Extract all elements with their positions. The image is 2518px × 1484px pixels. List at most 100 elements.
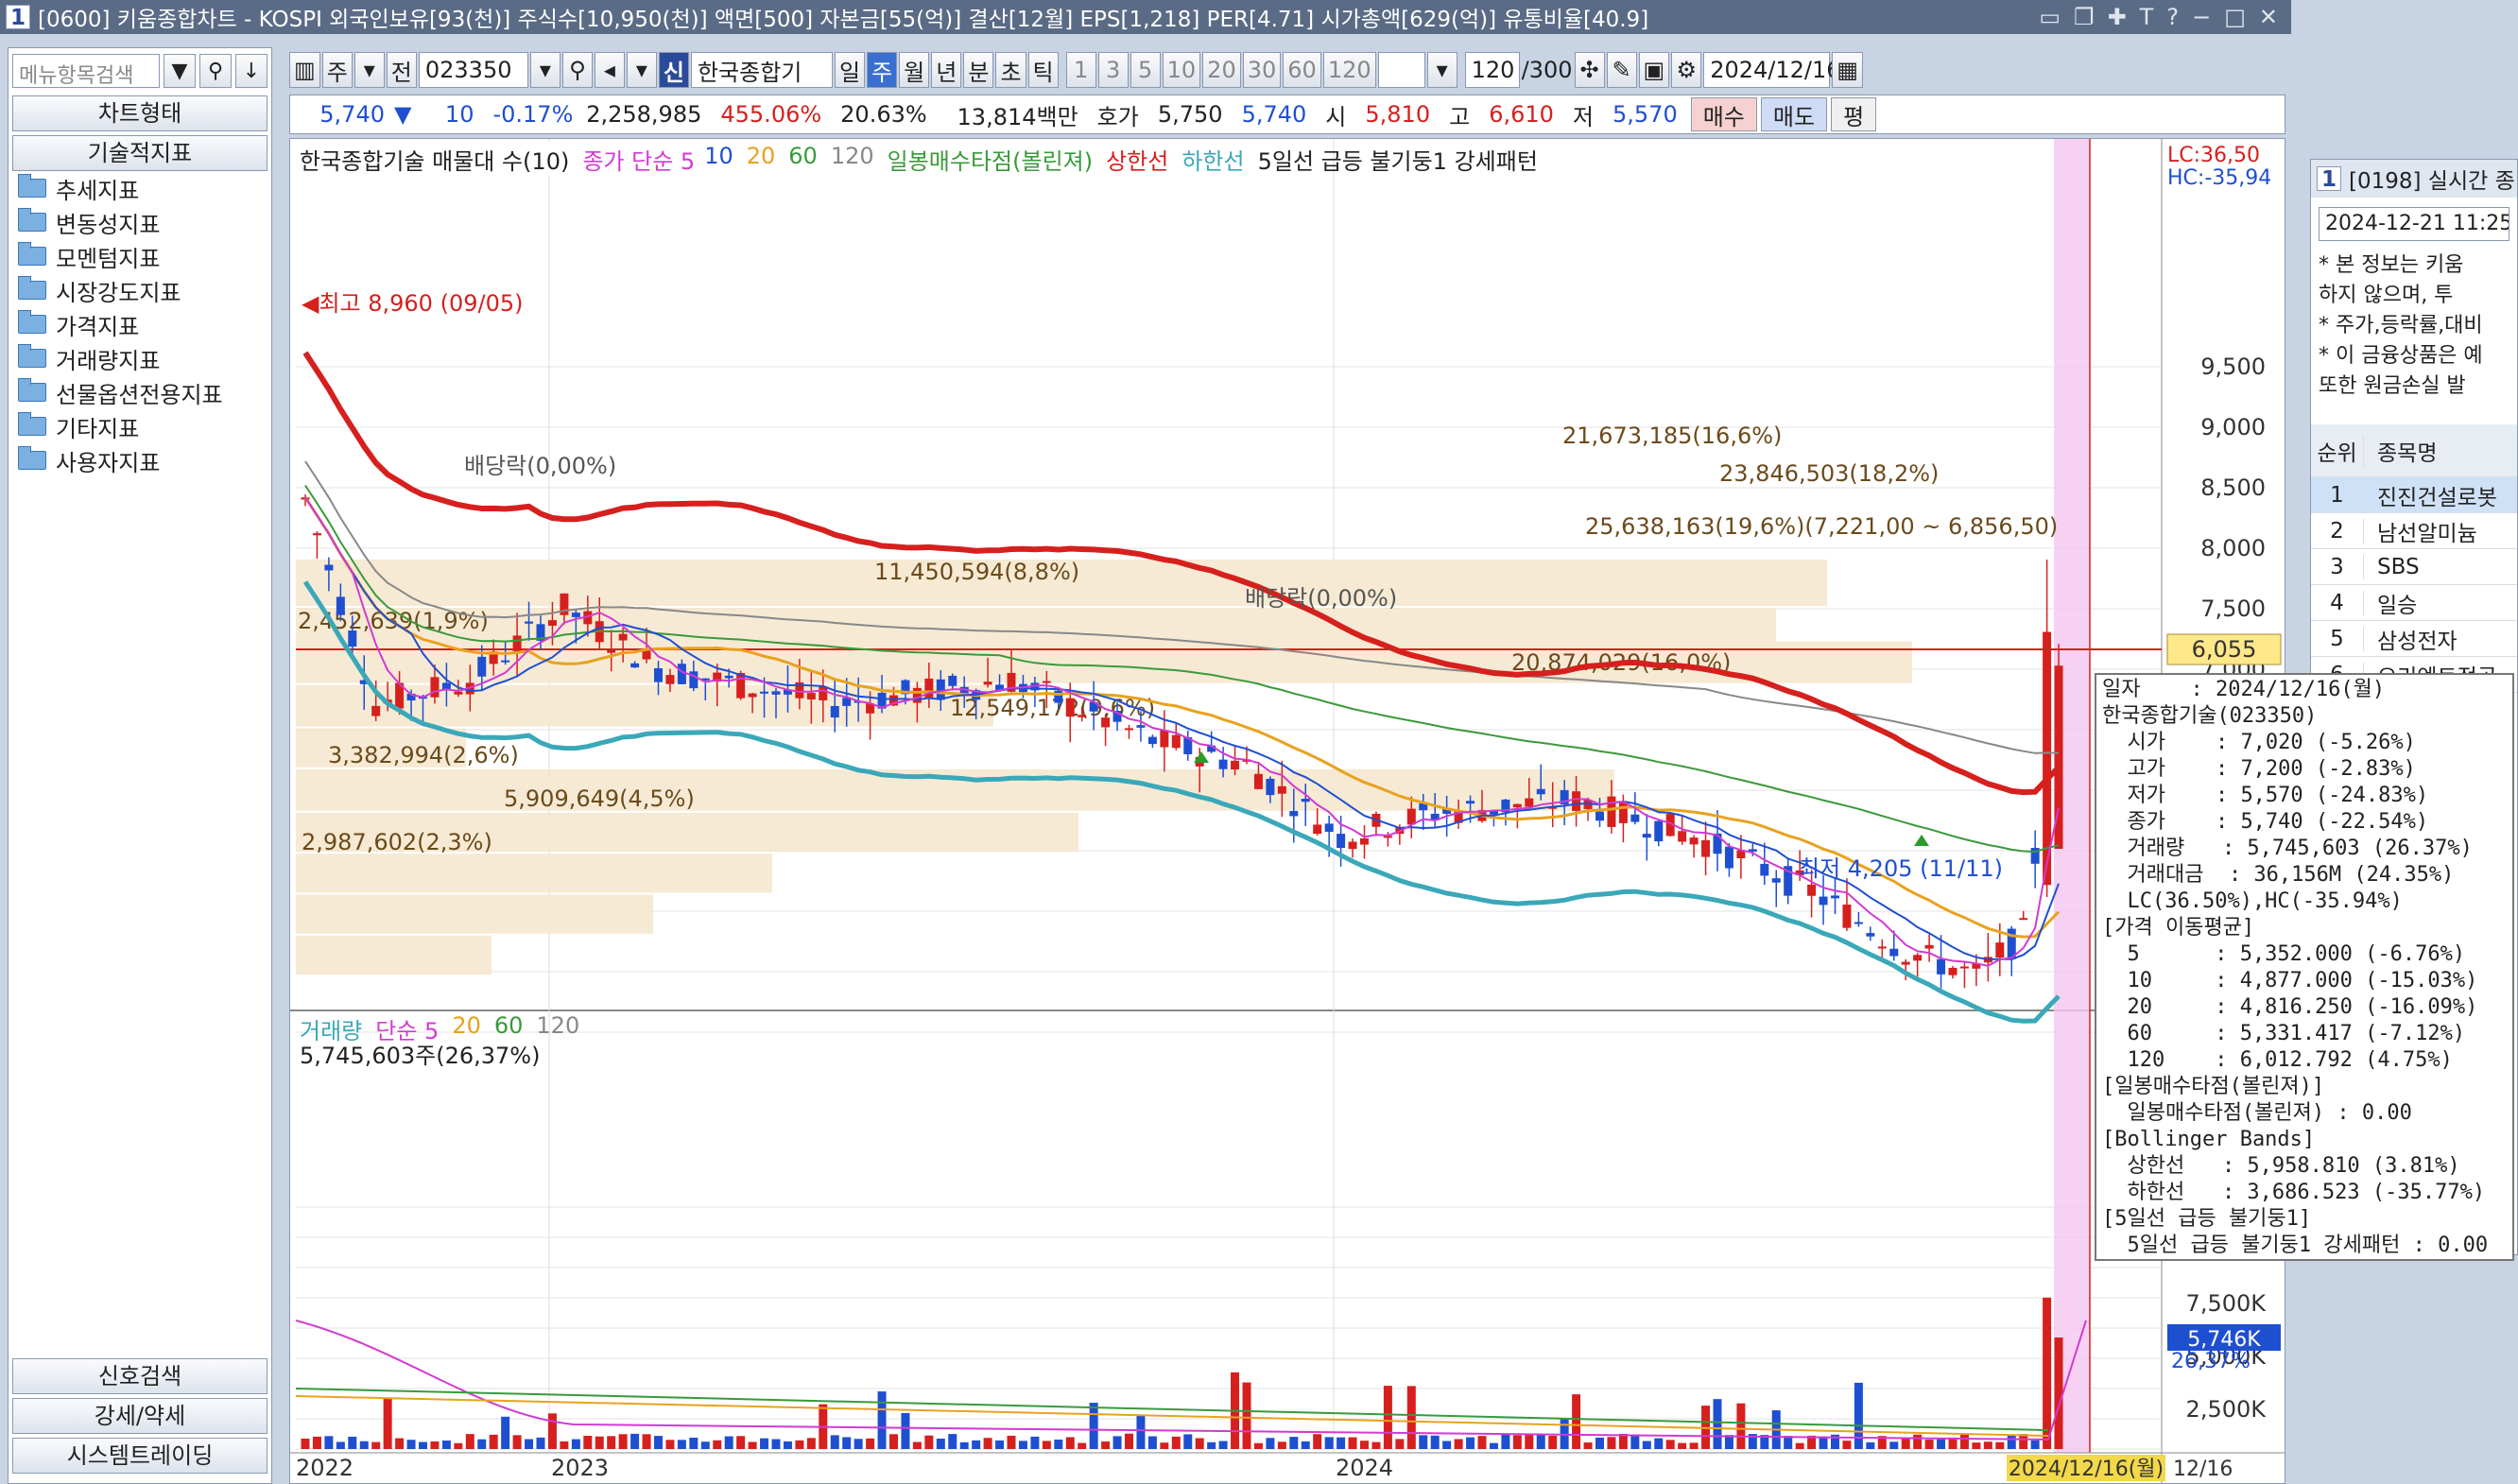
volume-bar bbox=[1160, 1442, 1169, 1449]
high-label: 고 bbox=[1449, 103, 1471, 130]
buy-button[interactable]: 매수 bbox=[1690, 97, 1757, 131]
tooltip-line: [5일선 급등 불기둥1] bbox=[2102, 1207, 2312, 1231]
period-tab[interactable]: 일 bbox=[834, 52, 866, 88]
minimize-icon[interactable]: − bbox=[2192, 4, 2212, 30]
tooltip-line: [가격 이동평균] bbox=[2102, 916, 2255, 940]
interval-button[interactable]: 30 bbox=[1242, 52, 1282, 88]
sell-button[interactable]: 매도 bbox=[1760, 97, 1828, 131]
tech-indicator-button[interactable]: 기술적지표 bbox=[12, 135, 267, 171]
period-tab[interactable]: 분 bbox=[963, 52, 994, 88]
interval-button[interactable]: 10 bbox=[1162, 52, 1201, 88]
volume-legend-name: 거래량 bbox=[300, 1018, 363, 1044]
volume-profile-bar bbox=[296, 812, 1078, 853]
candle bbox=[2019, 918, 2028, 921]
price-chart[interactable]: 21,673,185(16,6%) 23,846,503(18,2%) 25,638… bbox=[290, 139, 2285, 1483]
strength-button[interactable]: 강세/약세 bbox=[12, 1398, 267, 1434]
rank-row[interactable]: 2 남선알미늄 bbox=[2311, 513, 2517, 549]
tooltip-line: 일자 : 2024/12/16(월) bbox=[2102, 678, 2386, 701]
crosshair-icon[interactable]: ✣ bbox=[1574, 52, 1605, 88]
tree-item[interactable]: 가격지표 bbox=[18, 307, 266, 341]
close-icon[interactable]: ✕ bbox=[2258, 4, 2278, 30]
rank-row[interactable]: 1 진진건설로봇 bbox=[2311, 477, 2517, 513]
font-icon[interactable]: T bbox=[2139, 4, 2154, 30]
search-icon[interactable]: ⚲ bbox=[199, 54, 232, 88]
interval-button[interactable]: 20 bbox=[1202, 52, 1241, 88]
restore-icon[interactable]: ❐ bbox=[2074, 4, 2095, 30]
dropdown-icon[interactable]: ▼ bbox=[164, 54, 196, 88]
pin-icon[interactable]: ✚ bbox=[2107, 4, 2127, 30]
tree-item[interactable]: 변동성지표 bbox=[18, 205, 266, 239]
avg-button[interactable]: 평 bbox=[1831, 97, 1877, 131]
candle bbox=[1466, 801, 1475, 804]
chart-area[interactable]: 21,673,185(16,6%) 23,846,503(18,2%) 25,638… bbox=[289, 138, 2285, 1484]
candle bbox=[889, 695, 898, 706]
low-price: 5,570 bbox=[1613, 101, 1678, 128]
candle bbox=[1112, 711, 1122, 722]
code-input[interactable]: 023350 bbox=[418, 52, 528, 88]
volume-bar bbox=[1136, 1415, 1146, 1449]
dropdown-icon[interactable]: ▾ bbox=[354, 52, 385, 88]
interval-input[interactable] bbox=[1377, 52, 1425, 88]
interval-button[interactable]: 1 bbox=[1065, 52, 1096, 88]
period-tab[interactable]: 초 bbox=[995, 52, 1026, 88]
volume-bar bbox=[1948, 1437, 1957, 1449]
volume-ma60-line bbox=[295, 1388, 2049, 1431]
code-dropdown-icon[interactable]: ▾ bbox=[529, 52, 561, 88]
folder-icon bbox=[18, 344, 46, 368]
tree-item[interactable]: 모멘텀지표 bbox=[18, 239, 266, 273]
rank-stock-name: 남선알미늄 bbox=[2377, 521, 2477, 546]
candle bbox=[1948, 967, 1957, 975]
draw-icon[interactable]: ✎ bbox=[1606, 52, 1637, 88]
calendar-icon[interactable]: ▦ bbox=[1832, 52, 1863, 88]
system-trading-button[interactable]: 시스템트레이딩 bbox=[12, 1438, 267, 1474]
period-tab[interactable]: 틱 bbox=[1027, 52, 1059, 88]
period-tab[interactable]: 주 bbox=[867, 52, 898, 88]
volume-bar bbox=[1795, 1442, 1804, 1449]
candle bbox=[1406, 808, 1416, 825]
volume-bar bbox=[1430, 1435, 1440, 1449]
tree-item[interactable]: 시장강도지표 bbox=[18, 273, 266, 307]
dropdown-icon[interactable]: ▾ bbox=[1426, 52, 1457, 88]
signal-search-button[interactable]: 신호검색 bbox=[12, 1358, 267, 1394]
speaker-icon[interactable]: ◂ bbox=[594, 52, 625, 88]
layout-icon[interactable]: ▭ bbox=[2039, 4, 2061, 30]
tree-item[interactable]: 사용자지표 bbox=[18, 443, 266, 477]
count-input[interactable]: 120 bbox=[1464, 52, 1520, 88]
interval-button[interactable]: 3 bbox=[1097, 52, 1129, 88]
rank-row[interactable]: 3 SBS bbox=[2311, 549, 2517, 585]
menu-search-input[interactable]: 메뉴항목검색 bbox=[12, 54, 160, 88]
save-icon[interactable]: ▣ bbox=[1638, 52, 1670, 88]
vol-ma20-legend: 20 bbox=[452, 1012, 481, 1039]
tree-item[interactable]: 기타지표 bbox=[18, 409, 266, 443]
interval-button[interactable]: 5 bbox=[1130, 52, 1161, 88]
current-price: 5,740 bbox=[319, 101, 385, 128]
search-icon[interactable]: ⚲ bbox=[561, 52, 593, 88]
volume-bar bbox=[1089, 1403, 1098, 1449]
chart-icon[interactable]: ▥ bbox=[289, 52, 320, 88]
tree-item[interactable]: 추세지표 bbox=[18, 171, 266, 205]
tooltip-line: 120 : 6,012.792 (4.75%) bbox=[2102, 1048, 2453, 1072]
tooltip-line: 한국종합기술(023350) bbox=[2102, 704, 2318, 728]
date-input[interactable]: 2024/12/16 bbox=[1703, 52, 1841, 88]
interval-button[interactable]: 120 bbox=[1322, 52, 1376, 88]
help-icon[interactable]: ? bbox=[2166, 4, 2180, 30]
market-select[interactable]: 주 bbox=[321, 52, 353, 88]
period-tab[interactable]: 년 bbox=[931, 52, 962, 88]
dropdown-icon[interactable]: ▾ bbox=[626, 52, 657, 88]
volume-bar bbox=[1572, 1394, 1581, 1449]
chart-type-button[interactable]: 차트형태 bbox=[12, 95, 267, 131]
tree-item[interactable]: 선물옵션전용지표 bbox=[18, 375, 266, 409]
all-select[interactable]: 전 bbox=[386, 52, 417, 88]
maximize-icon[interactable]: □ bbox=[2224, 4, 2246, 30]
volume-bar bbox=[348, 1436, 357, 1449]
tree-item[interactable]: 거래량지표 bbox=[18, 341, 266, 375]
rank-row[interactable]: 5 삼성전자 bbox=[2311, 621, 2517, 657]
period-tab[interactable]: 월 bbox=[899, 52, 930, 88]
interval-button[interactable]: 60 bbox=[1283, 52, 1321, 88]
candle bbox=[1383, 836, 1392, 838]
candle bbox=[806, 693, 816, 699]
arrow-down-icon[interactable]: ↓ bbox=[235, 54, 267, 88]
volume-bar bbox=[1301, 1441, 1310, 1449]
gear-icon[interactable]: ⚙ bbox=[1671, 52, 1702, 88]
rank-row[interactable]: 4 일승 bbox=[2311, 585, 2517, 621]
